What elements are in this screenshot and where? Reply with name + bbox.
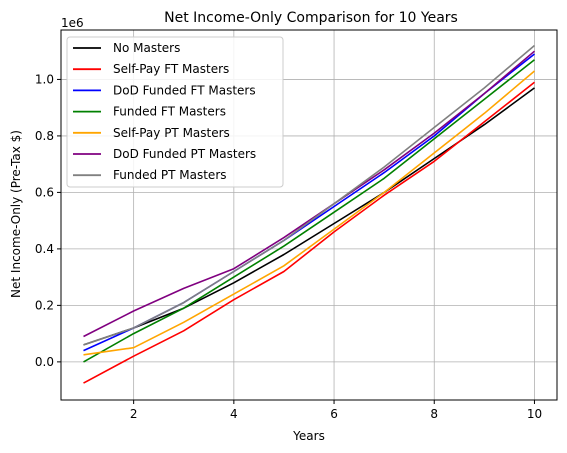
y-tick-label: 1.0 <box>35 72 54 86</box>
y-axis-offset-label: 1e6 <box>61 16 84 30</box>
legend-box <box>66 36 284 188</box>
plot-area-frame <box>60 29 558 401</box>
legend: No Masters Self-Pay FT Masters DoD Funded … <box>66 36 284 188</box>
x-tick-label: 2 <box>130 407 138 421</box>
x-tick-label: 6 <box>330 407 338 421</box>
legend-entry-label: Funded PT Masters <box>113 168 227 182</box>
x-tick-label: 4 <box>230 407 238 421</box>
axis-ticks: 2 4 6 8 10 0.0 0.2 0.4 0.6 0.8 1.0 <box>35 72 542 421</box>
series-line-4 <box>83 59 535 363</box>
x-axis-label: Years <box>292 429 325 443</box>
series-line-6 <box>83 50 536 338</box>
series-lines <box>83 44 536 384</box>
x-tick-label: 8 <box>430 407 438 421</box>
series-line-2 <box>83 81 535 384</box>
series-line-5 <box>83 70 536 356</box>
legend-entry-label: No Masters <box>113 41 180 55</box>
y-tick-label: 0.4 <box>35 242 54 256</box>
legend-entry-label: Self-Pay FT Masters <box>113 62 229 76</box>
legend-entry-label: Self-Pay PT Masters <box>113 126 230 140</box>
legend-entry-label: DoD Funded PT Masters <box>113 147 256 161</box>
series-line-7 <box>83 44 536 346</box>
x-tick-label: 10 <box>527 407 542 421</box>
chart-title: Net Income-Only Comparison for 10 Years <box>164 10 458 26</box>
y-tick-label: 0.6 <box>35 185 54 199</box>
y-tick-label: 0.0 <box>35 355 54 369</box>
legend-entry-label: DoD Funded FT Masters <box>113 83 256 97</box>
y-tick-label: 0.8 <box>35 129 54 143</box>
y-axis-label: Net Income-Only (Pre-Tax $) <box>9 130 23 298</box>
y-tick-label: 0.2 <box>35 298 54 312</box>
legend-entry-label: Funded FT Masters <box>113 105 226 119</box>
